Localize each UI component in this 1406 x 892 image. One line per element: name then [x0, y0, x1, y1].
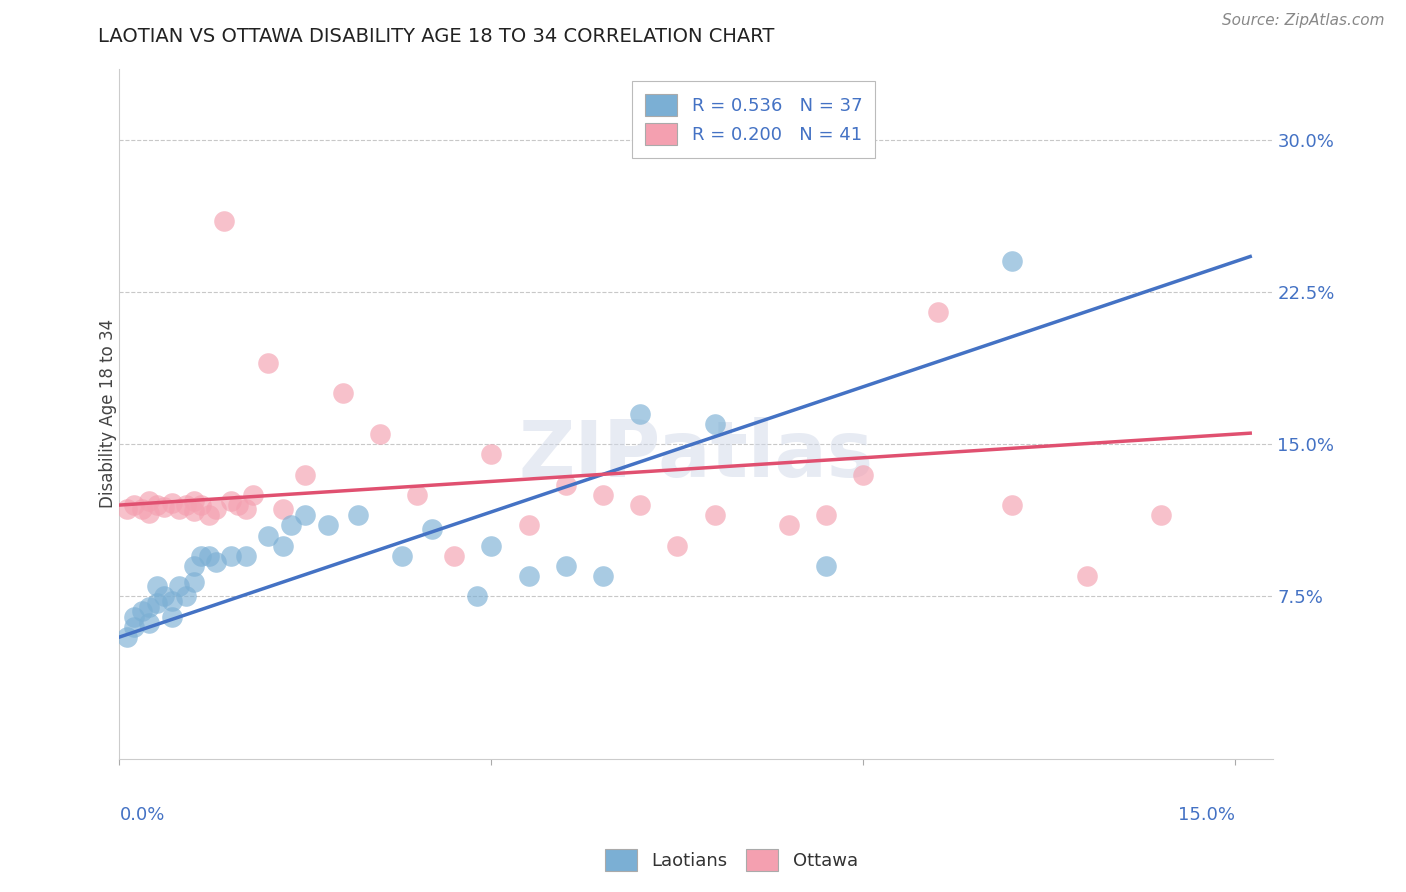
Point — [153, 590, 176, 604]
Point — [628, 498, 651, 512]
Point — [815, 508, 838, 523]
Point — [124, 609, 146, 624]
Point — [145, 579, 167, 593]
Point — [257, 528, 280, 542]
Point — [124, 620, 146, 634]
Point — [138, 615, 160, 630]
Point — [183, 575, 205, 590]
Point — [160, 593, 183, 607]
Point — [138, 494, 160, 508]
Point — [219, 494, 242, 508]
Point — [391, 549, 413, 563]
Point — [592, 488, 614, 502]
Point — [228, 498, 250, 512]
Point — [219, 549, 242, 563]
Point — [138, 599, 160, 614]
Point — [212, 214, 235, 228]
Point — [235, 502, 257, 516]
Point — [145, 595, 167, 609]
Point — [257, 356, 280, 370]
Point — [554, 477, 576, 491]
Point — [280, 518, 302, 533]
Text: 15.0%: 15.0% — [1178, 805, 1236, 824]
Point — [176, 498, 198, 512]
Point — [316, 518, 339, 533]
Point — [145, 498, 167, 512]
Point — [666, 539, 689, 553]
Point — [481, 447, 503, 461]
Point — [554, 559, 576, 574]
Point — [368, 427, 391, 442]
Point — [167, 579, 190, 593]
Point — [1076, 569, 1098, 583]
Point — [167, 502, 190, 516]
Point — [517, 569, 540, 583]
Point — [1001, 498, 1024, 512]
Legend: R = 0.536   N = 37, R = 0.200   N = 41: R = 0.536 N = 37, R = 0.200 N = 41 — [633, 81, 875, 158]
Text: LAOTIAN VS OTTAWA DISABILITY AGE 18 TO 34 CORRELATION CHART: LAOTIAN VS OTTAWA DISABILITY AGE 18 TO 3… — [98, 27, 775, 45]
Point — [1150, 508, 1173, 523]
Y-axis label: Disability Age 18 to 34: Disability Age 18 to 34 — [100, 319, 117, 508]
Point — [115, 630, 138, 644]
Point — [420, 523, 443, 537]
Point — [465, 590, 488, 604]
Point — [242, 488, 264, 502]
Point — [271, 502, 294, 516]
Text: ZIPatlas: ZIPatlas — [519, 417, 873, 493]
Point — [294, 508, 316, 523]
Text: Source: ZipAtlas.com: Source: ZipAtlas.com — [1222, 13, 1385, 29]
Point — [1001, 254, 1024, 268]
Point — [852, 467, 875, 482]
Point — [190, 549, 212, 563]
Point — [332, 386, 354, 401]
Point — [160, 496, 183, 510]
Point — [815, 559, 838, 574]
Point — [153, 500, 176, 514]
Point — [190, 498, 212, 512]
Point — [294, 467, 316, 482]
Point — [778, 518, 800, 533]
Point — [443, 549, 465, 563]
Point — [138, 506, 160, 520]
Point — [271, 539, 294, 553]
Point — [703, 508, 725, 523]
Point — [124, 498, 146, 512]
Point — [592, 569, 614, 583]
Point — [183, 559, 205, 574]
Point — [197, 549, 219, 563]
Point — [406, 488, 429, 502]
Point — [160, 609, 183, 624]
Point — [176, 590, 198, 604]
Point — [517, 518, 540, 533]
Point — [927, 305, 949, 319]
Text: 0.0%: 0.0% — [120, 805, 165, 824]
Point — [703, 417, 725, 431]
Point — [197, 508, 219, 523]
Point — [481, 539, 503, 553]
Point — [131, 604, 153, 618]
Point — [183, 504, 205, 518]
Point — [183, 494, 205, 508]
Legend: Laotians, Ottawa: Laotians, Ottawa — [598, 842, 865, 879]
Point — [131, 502, 153, 516]
Point — [115, 502, 138, 516]
Point — [628, 407, 651, 421]
Point — [205, 502, 228, 516]
Point — [235, 549, 257, 563]
Point — [346, 508, 368, 523]
Point — [205, 555, 228, 569]
